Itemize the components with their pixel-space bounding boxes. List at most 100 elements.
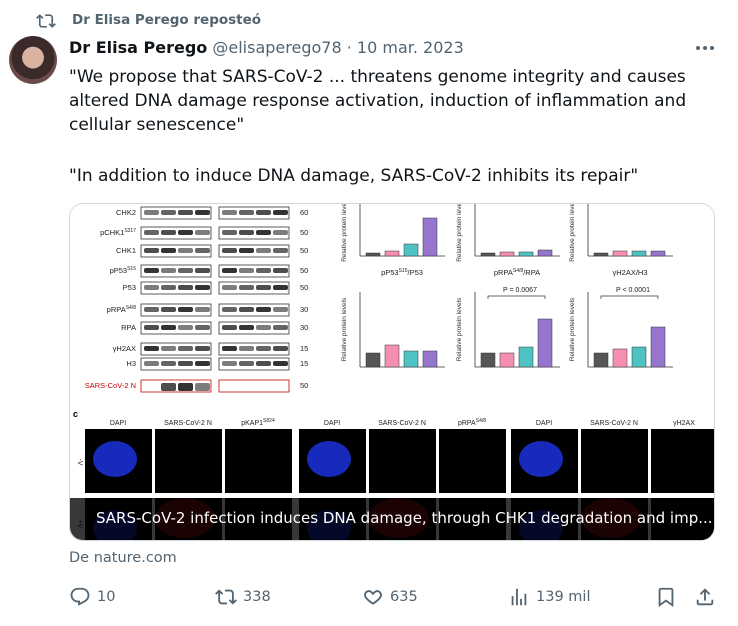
- header-part: DAPI: [536, 420, 552, 427]
- kda-label: 50: [300, 283, 308, 292]
- blot-band: [161, 210, 176, 215]
- blot-name: SARS-CoV-2 N: [85, 381, 136, 390]
- like-button[interactable]: 635: [362, 586, 418, 612]
- bar: [650, 250, 666, 257]
- title-part: γH2AX/H3: [612, 268, 647, 277]
- blot-band: [195, 383, 210, 391]
- blot-label: pP53S15: [110, 266, 137, 275]
- bar: [537, 249, 553, 257]
- blot-band: [144, 285, 159, 290]
- blot-name: pRPA: [107, 305, 126, 314]
- title-part: S15: [399, 268, 408, 274]
- bar: [403, 243, 419, 257]
- blot-band: [195, 307, 210, 312]
- blot-band: [222, 307, 237, 312]
- micro-header: DAPI: [536, 420, 552, 427]
- p-bracket: [600, 295, 659, 299]
- blot-band: [239, 325, 254, 330]
- blot-band: [239, 285, 254, 290]
- blot-name: pP53: [110, 266, 128, 275]
- blot-name: pCHK1: [100, 228, 124, 237]
- title-part: /RPA: [523, 268, 540, 277]
- header-part: pRPA: [458, 420, 476, 427]
- blot-band: [256, 210, 271, 215]
- blot-sup: S317: [124, 228, 136, 234]
- title-part: pP53: [381, 268, 399, 277]
- handle[interactable]: @elisaperego78: [212, 38, 342, 57]
- blot-name: RPA: [121, 323, 136, 332]
- bar: [593, 352, 609, 368]
- blot-band: [273, 307, 288, 312]
- bar: [480, 352, 496, 368]
- blot-label: RPA: [121, 323, 136, 332]
- kda-label: 50: [300, 266, 308, 275]
- blot-band: [256, 325, 271, 330]
- micro-image: [581, 429, 648, 493]
- blot-label: γH2AX: [113, 344, 136, 353]
- tweet-line: "In addition to induce DNA damage, SARS-…: [69, 166, 639, 186]
- chart-title: pP53S15/P53: [381, 268, 423, 277]
- blot-band: [144, 346, 159, 351]
- blot-band: [273, 230, 288, 235]
- header-part: DAPI: [110, 420, 126, 427]
- bar: [631, 346, 647, 368]
- blot-band: [222, 361, 237, 366]
- reply-button[interactable]: 10: [69, 586, 115, 612]
- kda-label: 15: [300, 359, 308, 368]
- blot-name: CHK1: [116, 246, 136, 255]
- blot-band: [161, 361, 176, 366]
- share-button[interactable]: [694, 586, 716, 608]
- blot-band: [144, 361, 159, 366]
- blot-box: [218, 379, 290, 393]
- blot-name: H3: [126, 359, 136, 368]
- avatar[interactable]: [9, 36, 57, 84]
- kda-label: 60: [300, 208, 308, 217]
- blot-band: [144, 248, 159, 253]
- header-part: S824: [263, 418, 275, 424]
- blot-band: [161, 285, 176, 290]
- date[interactable]: 10 mar. 2023: [356, 38, 464, 57]
- blot-label: pRPAS4/8: [107, 305, 137, 314]
- blot-band: [161, 230, 176, 235]
- header-part: DAPI: [324, 420, 340, 427]
- blot-band: [161, 268, 176, 273]
- bar: [518, 251, 534, 257]
- bar: [650, 326, 666, 368]
- micro-header: γH2AX: [673, 420, 695, 427]
- blot-band: [178, 248, 193, 253]
- blot-band: [195, 285, 210, 290]
- card-source[interactable]: De nature.com: [69, 550, 177, 566]
- blot-band: [178, 230, 193, 235]
- blot-band: [222, 346, 237, 351]
- author-name[interactable]: Dr Elisa Perego: [69, 38, 208, 57]
- y-axis-title: Relative protein levels: [341, 297, 348, 361]
- kda-label: 30: [300, 323, 308, 332]
- reply-count: 10: [97, 589, 116, 605]
- panel-label: c: [73, 409, 78, 419]
- tweet-header: Dr Elisa Perego @elisaperego78 · 10 mar.…: [69, 38, 464, 57]
- micro-header: DAPI: [324, 420, 340, 427]
- views-button[interactable]: 139 mil: [508, 586, 590, 612]
- micro-image: [651, 429, 714, 493]
- bar: [612, 250, 628, 257]
- blot-band: [178, 383, 193, 391]
- title-part: pRPA: [494, 268, 513, 277]
- bar: [518, 346, 534, 368]
- blot-band: [161, 383, 176, 391]
- repost-icon: [36, 14, 56, 28]
- blot-band: [239, 230, 254, 235]
- blot-band: [195, 325, 210, 330]
- micro-image: [369, 429, 436, 493]
- blot-band: [239, 248, 254, 253]
- kda-label: 30: [300, 305, 308, 314]
- blot-name: CHK2: [116, 208, 136, 217]
- header-part: SARS-CoV-2 N: [590, 420, 638, 427]
- more-button[interactable]: [693, 36, 717, 60]
- media-card[interactable]: CHK2 60 pCHK1S317 50 CHK1 50 pP53S15 50 P53 50 pRP…: [69, 203, 715, 541]
- repost-button[interactable]: 338: [215, 586, 271, 612]
- y-axis-title: Relative protein levels: [569, 297, 576, 361]
- kda-label: 50: [300, 381, 308, 390]
- like-count: 635: [390, 589, 418, 605]
- bookmark-button[interactable]: [655, 586, 677, 608]
